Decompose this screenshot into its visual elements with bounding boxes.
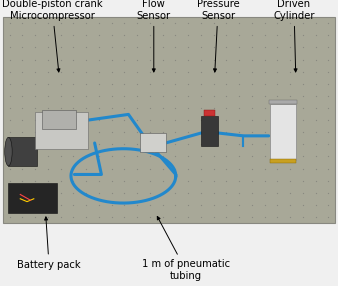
Text: 1 m of pneumatic
tubing: 1 m of pneumatic tubing [142, 217, 230, 281]
Bar [3, 17, 335, 223]
Bar [270, 159, 296, 163]
Text: Driven
Cylinder: Driven Cylinder [273, 0, 315, 72]
Ellipse shape [5, 137, 12, 166]
Bar [140, 133, 166, 152]
Bar [270, 104, 296, 160]
Bar [42, 110, 76, 129]
Bar [8, 137, 37, 166]
Bar [8, 183, 57, 213]
Bar [204, 110, 215, 116]
Text: Flow
Sensor: Flow Sensor [137, 0, 171, 72]
Text: Pressure
Sensor: Pressure Sensor [197, 0, 239, 72]
Bar [201, 116, 218, 146]
Bar [35, 112, 88, 149]
Bar [269, 100, 297, 104]
Text: Double-piston crank
Microcompressor: Double-piston crank Microcompressor [2, 0, 103, 72]
Text: Battery pack: Battery pack [17, 217, 81, 269]
